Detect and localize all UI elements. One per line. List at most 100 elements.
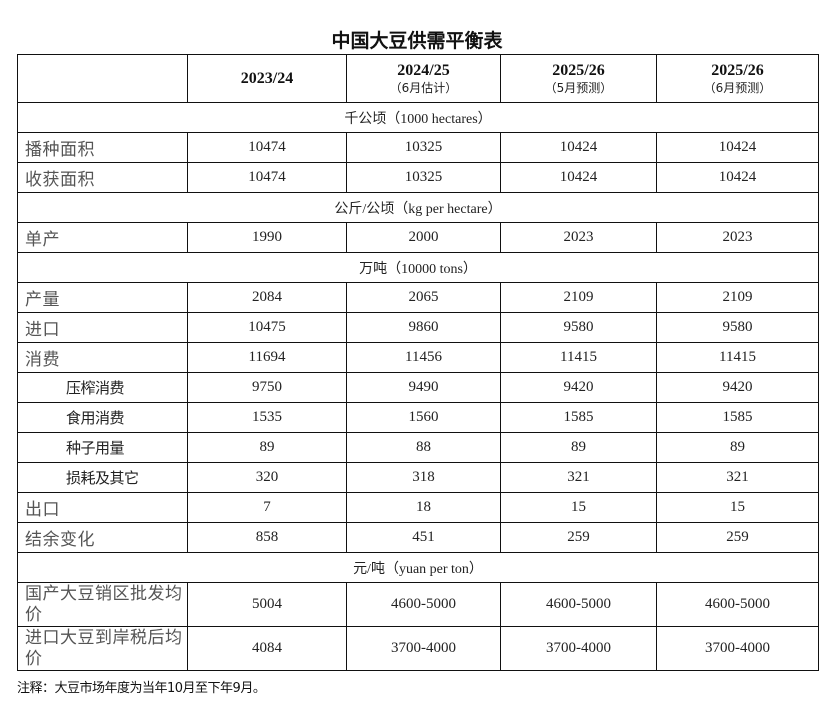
row-label: 种子用量 [17, 432, 188, 463]
table-row-yield: 单产 1990 2000 2023 2023 [17, 222, 819, 253]
table-row-imports: 进口 10475 9860 9580 9580 [17, 312, 819, 343]
column-year: 2025/26 [552, 61, 605, 79]
header-row: 2023/24 2024/25 （6月估计） 2025/26 （5月预测） 2025… [17, 54, 819, 103]
cell: 15 [500, 492, 657, 523]
row-label: 消费 [17, 342, 188, 373]
header-col-2025-26-jun: 2025/26 （6月预测） [656, 54, 819, 103]
cell: 15 [656, 492, 819, 523]
row-label: 进口大豆到岸税后均价 [17, 626, 188, 671]
table-row-import-price: 进口大豆到岸税后均价 4084 3700-4000 3700-4000 3700… [17, 626, 819, 671]
row-label: 结余变化 [17, 522, 188, 553]
soybean-balance-table: 2023/24 2024/25 （6月估计） 2025/26 （5月预测） 2025… [17, 54, 819, 671]
header-col-2023-24: 2023/24 [187, 54, 347, 103]
cell: 18 [346, 492, 501, 523]
cell: 3700-4000 [656, 626, 819, 671]
cell: 4600-5000 [656, 582, 819, 627]
cell: 11694 [187, 342, 347, 373]
column-subtitle: （5月预测） [544, 80, 613, 95]
unit-row-yield: 公斤/公顷（kg per hectare） [17, 192, 819, 223]
cell: 1560 [346, 402, 501, 433]
cell: 3700-4000 [500, 626, 657, 671]
table-row-exports: 出口 7 18 15 15 [17, 492, 819, 523]
cell: 1585 [500, 402, 657, 433]
column-year: 2025/26 [711, 61, 764, 79]
cell: 320 [187, 462, 347, 493]
header-col-2025-26-may: 2025/26 （5月预测） [500, 54, 657, 103]
column-year: 2024/25 [397, 61, 450, 79]
cell: 5004 [187, 582, 347, 627]
cell: 2023 [656, 222, 819, 253]
row-label: 播种面积 [17, 132, 188, 163]
table-row-seed: 种子用量 89 88 89 89 [17, 432, 819, 463]
table-row-crush: 压榨消费 9750 9490 9420 9420 [17, 372, 819, 403]
table-row-production: 产量 2084 2065 2109 2109 [17, 282, 819, 313]
table-row-sown-area: 播种面积 10474 10325 10424 10424 [17, 132, 819, 163]
table-row-food: 食用消费 1535 1560 1585 1585 [17, 402, 819, 433]
cell: 11415 [656, 342, 819, 373]
cell: 1990 [187, 222, 347, 253]
cell: 321 [500, 462, 657, 493]
table-row-balance-change: 结余变化 858 451 259 259 [17, 522, 819, 553]
row-label: 食用消费 [17, 402, 188, 433]
cell: 2109 [500, 282, 657, 313]
cell: 4600-5000 [500, 582, 657, 627]
cell: 451 [346, 522, 501, 553]
row-label: 压榨消费 [17, 372, 188, 403]
cell: 11415 [500, 342, 657, 373]
cell: 9750 [187, 372, 347, 403]
cell: 7 [187, 492, 347, 523]
cell: 1535 [187, 402, 347, 433]
cell: 10474 [187, 132, 347, 163]
cell: 11456 [346, 342, 501, 373]
row-label: 单产 [17, 222, 188, 253]
row-label: 国产大豆销区批发均价 [17, 582, 188, 627]
cell: 2000 [346, 222, 501, 253]
cell: 9420 [500, 372, 657, 403]
row-label: 产量 [17, 282, 188, 313]
cell: 858 [187, 522, 347, 553]
cell: 10424 [500, 162, 657, 193]
cell: 10424 [656, 132, 819, 163]
cell: 259 [656, 522, 819, 553]
cell: 10424 [656, 162, 819, 193]
header-col-2024-25: 2024/25 （6月估计） [346, 54, 501, 103]
cell: 1585 [656, 402, 819, 433]
table-row-domestic-price: 国产大豆销区批发均价 5004 4600-5000 4600-5000 4600… [17, 582, 819, 627]
cell: 89 [500, 432, 657, 463]
cell: 2023 [500, 222, 657, 253]
row-label: 损耗及其它 [17, 462, 188, 493]
cell: 10475 [187, 312, 347, 343]
cell: 10424 [500, 132, 657, 163]
column-subtitle: （6月预测） [703, 80, 772, 95]
cell: 3700-4000 [346, 626, 501, 671]
cell: 4600-5000 [346, 582, 501, 627]
cell: 10325 [346, 132, 501, 163]
footnote: 注释：大豆市场年度为当年10月至下年9月。 [17, 681, 266, 696]
row-label: 出口 [17, 492, 188, 523]
cell: 10474 [187, 162, 347, 193]
table-row-consumption: 消费 11694 11456 11415 11415 [17, 342, 819, 373]
cell: 88 [346, 432, 501, 463]
cell: 9420 [656, 372, 819, 403]
column-year: 2023/24 [240, 69, 294, 87]
table-row-harvested-area: 收获面积 10474 10325 10424 10424 [17, 162, 819, 193]
cell: 259 [500, 522, 657, 553]
unit-row-area: 千公顷（1000 hectares） [17, 102, 819, 133]
cell: 2109 [656, 282, 819, 313]
cell: 9860 [346, 312, 501, 343]
cell: 89 [656, 432, 819, 463]
cell: 89 [187, 432, 347, 463]
cell: 4084 [187, 626, 347, 671]
cell: 2065 [346, 282, 501, 313]
cell: 321 [656, 462, 819, 493]
table-title: 中国大豆供需平衡表 [331, 30, 503, 52]
cell: 9580 [656, 312, 819, 343]
cell: 10325 [346, 162, 501, 193]
column-subtitle: （6月估计） [389, 80, 458, 95]
unit-row-price: 元/吨（yuan per ton） [17, 552, 819, 583]
cell: 9580 [500, 312, 657, 343]
unit-row-volume: 万吨（10000 tons） [17, 252, 819, 283]
header-empty-cell [17, 54, 188, 103]
row-label: 收获面积 [17, 162, 188, 193]
cell: 318 [346, 462, 501, 493]
